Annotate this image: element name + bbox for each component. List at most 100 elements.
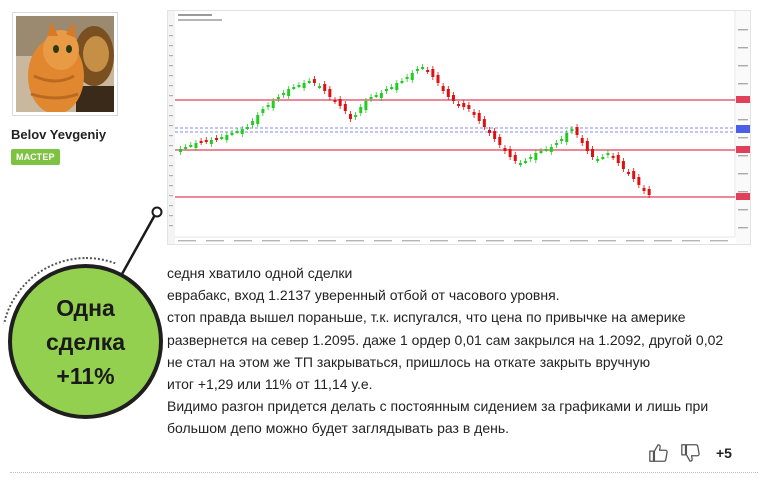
callout-bubble: Одна сделка +11% [8,264,163,419]
post-line: развернется на север 1.2095. даже 1 орде… [167,331,724,348]
candle-body [245,127,249,129]
candle-body [513,155,517,161]
price-tick-label [738,65,748,67]
candle-body [503,148,507,151]
candle-body [421,67,425,69]
time-axis-ticks [178,240,728,242]
candle-body [570,129,574,131]
time-tick-label [514,240,532,242]
bubble-line: Одна [56,294,115,321]
thumbs-up-icon[interactable] [648,442,670,464]
post-line: седня хватило одной сделки [167,265,353,281]
price-label [736,193,750,200]
price-tick-label [738,83,748,85]
time-tick-label [346,240,364,242]
candle-body [302,83,306,88]
candle-body [225,135,229,140]
post-line: еврабакс, вход 1.2137 уверенный отбой от… [167,287,560,304]
candle-body [179,149,182,152]
candle-body [554,143,558,145]
axis-tick [169,225,173,227]
candle-body [560,139,564,141]
price-tick-label [738,173,748,175]
candle-body [580,138,584,143]
axis-tick [169,85,173,87]
price-tick-label [738,227,748,229]
candle-body [446,89,450,97]
bubble-line: сделка [45,328,126,355]
candle-body [601,157,605,159]
candle-body [256,115,260,124]
candle-body [312,79,316,83]
candle-body [585,141,589,151]
candle-body [354,115,358,117]
candle-body [451,95,455,101]
candle-body [287,89,291,96]
thumbs-down-icon[interactable] [680,442,702,464]
candle-body [467,105,471,109]
axis-tick [169,105,173,107]
candle-body [199,141,203,143]
candle-body [282,93,285,95]
candle-body [518,163,522,165]
price-tick-label [738,29,748,31]
candle-body [240,129,244,134]
axis-tick [169,35,173,37]
axis-tick [169,165,173,167]
candle-body [498,137,502,145]
axis-tick [169,95,173,97]
candle-body [318,86,322,88]
post-body: седня хватило одной сделки еврабакс, вхо… [167,262,757,440]
price-label [736,146,750,153]
time-tick-label [654,240,672,242]
chart-screenshot[interactable] [167,10,751,245]
avatar[interactable] [12,12,118,116]
candlesticks [179,64,651,198]
candle-body [632,171,636,179]
time-tick-label [458,240,476,242]
price-tick-label [738,209,748,211]
candle-body [529,157,533,159]
author-name[interactable]: Belov Yevgeniy [11,127,107,142]
candle-body [230,133,234,135]
candle-body [462,103,466,107]
axis-tick [169,155,173,157]
left-axis-strip [168,11,175,244]
candle-body [364,101,368,110]
candle-body [348,114,352,119]
candle-body [596,159,600,161]
time-tick-label [570,240,588,242]
candle-body [261,109,265,113]
candle-body [385,89,388,91]
candle-body [621,161,625,169]
candle-body [251,121,255,125]
candle-body [488,130,491,133]
post-line: не стал на этом же ТП закрываться, пришл… [167,353,651,370]
candle-body [338,99,342,106]
price-tick-label [738,137,748,139]
candle-body [359,107,363,113]
price-label [736,96,750,103]
avatar-cat-lion-image [16,16,114,112]
time-tick-label [430,240,448,242]
time-tick-label [262,240,280,242]
post-line: большом депо можно будет заглядывать раз… [167,420,510,437]
price-tick-label [738,47,748,49]
candle-body [204,140,208,142]
axis-tick [169,115,173,117]
left-axis-ticks [169,25,173,227]
candle-body [220,137,224,139]
chart-header-text [178,14,212,16]
candle-body [390,87,394,89]
candle-body [508,149,512,157]
post-line: Видимо разгон придется делать с постоянн… [167,398,709,415]
candle-body [606,153,610,155]
vote-score: +5 [716,445,732,461]
candle-body [400,81,404,83]
candle-body [271,101,275,108]
candle-body [616,155,620,163]
post-line: стоп правда вышел пораньше, т.к. испугал… [167,309,686,326]
candle-body [642,188,646,191]
candle-body [395,83,399,90]
candle-body [189,145,193,147]
